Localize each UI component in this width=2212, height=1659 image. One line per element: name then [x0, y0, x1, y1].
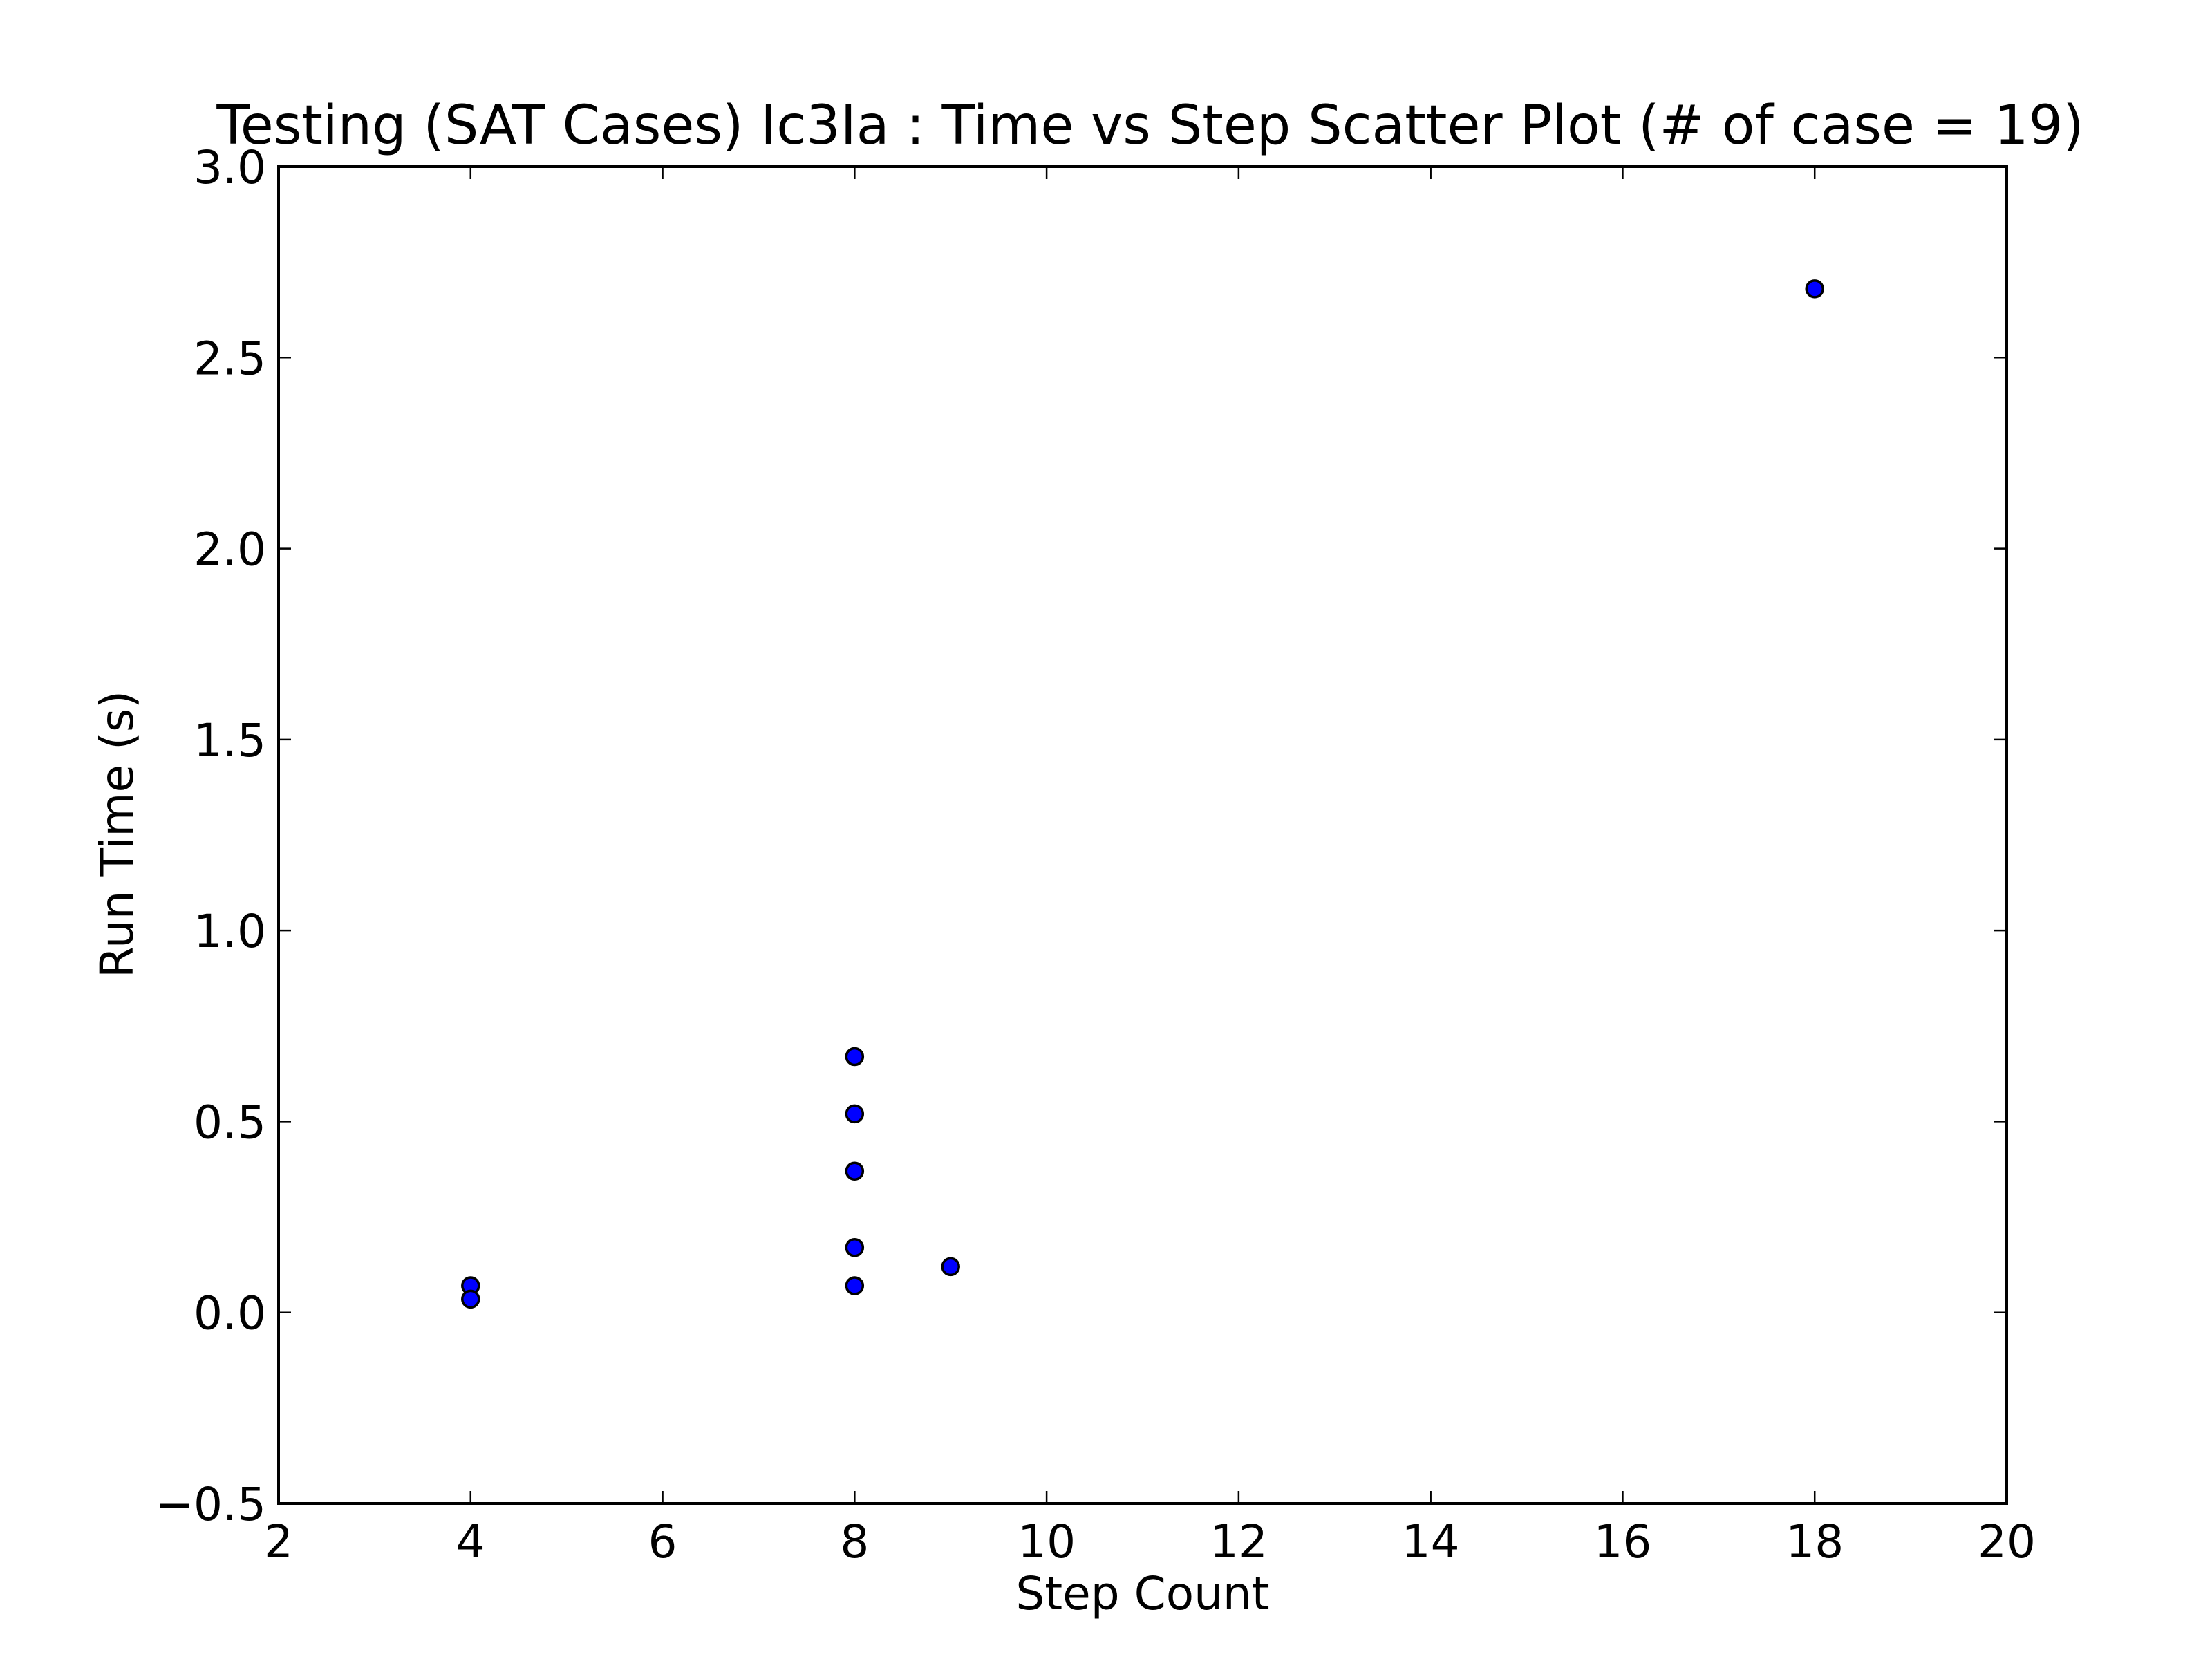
x-tick-label: 12: [1210, 1515, 1268, 1568]
y-tick-label: 1.5: [194, 714, 266, 767]
data-point: [461, 1289, 480, 1309]
x-tick-label: 20: [1978, 1515, 2036, 1568]
data-point: [1805, 279, 1824, 299]
plot-area: 2 4 6 8 10 12 14 16 18 20 −0.5 0.0 0.5 1.0 1.5 2.0 2.5 3.…: [156, 141, 2036, 1568]
data-point: [845, 1238, 865, 1257]
y-tick-label: 3.0: [194, 141, 266, 194]
y-tick-label: 2.0: [194, 523, 266, 577]
y-tick-label: 0.0: [194, 1287, 266, 1340]
data-point: [845, 1104, 865, 1124]
x-tick-label: 10: [1018, 1515, 1076, 1568]
data-point: [845, 1276, 865, 1295]
data-point: [845, 1047, 865, 1067]
x-tick-label: 14: [1402, 1515, 1460, 1568]
x-tick-label: 2: [264, 1515, 293, 1568]
x-axis-label: Step Count: [1015, 1567, 1269, 1620]
y-tick-label: 1.0: [194, 905, 266, 958]
data-point: [845, 1161, 865, 1181]
chart-title: Testing (SAT Cases) Ic3Ia : Time vs Step…: [216, 95, 2083, 157]
axes-frame: [277, 165, 2008, 1505]
x-tick-label: 4: [456, 1515, 485, 1568]
data-point: [941, 1257, 960, 1277]
y-tick-label: −0.5: [156, 1478, 266, 1531]
x-tick-label: 18: [1785, 1515, 1844, 1568]
x-tick-label: 8: [840, 1515, 869, 1568]
y-axis-label: Run Time (s): [91, 691, 144, 978]
x-tick-label: 16: [1593, 1515, 1651, 1568]
y-tick-label: 2.5: [194, 332, 266, 385]
x-tick-label: 6: [648, 1515, 677, 1568]
y-tick-label: 0.5: [194, 1096, 266, 1149]
